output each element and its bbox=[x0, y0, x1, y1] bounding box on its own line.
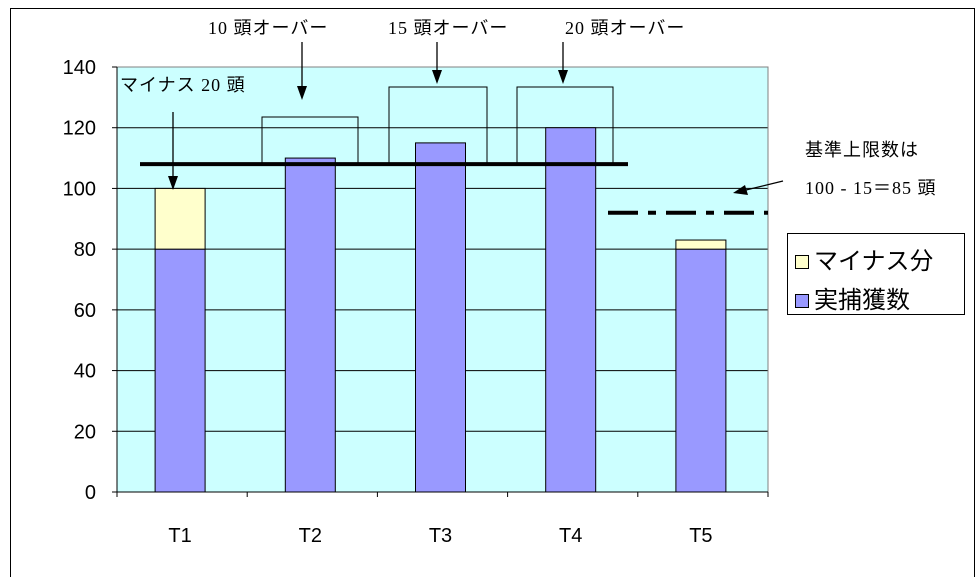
x-tick-label-t2: T2 bbox=[299, 525, 322, 547]
y-tick-label-0: 0 bbox=[85, 482, 96, 504]
bar-actual-catch-t2 bbox=[284, 157, 336, 493]
legend-swatch-minus-portion bbox=[795, 255, 809, 269]
annotation-limit-formula: 100 - 15＝85 頭 bbox=[805, 178, 937, 198]
legend-label-actual-catch: 実捕獲数 bbox=[814, 287, 910, 314]
annotation-shapes bbox=[168, 42, 784, 195]
annotation-over-15: 15 頭オーバー bbox=[388, 18, 509, 38]
chart-frame bbox=[10, 8, 975, 577]
y-tick-label-80: 80 bbox=[74, 239, 96, 261]
arrow-over-20-head bbox=[558, 70, 568, 84]
arrow-limit-shaft bbox=[745, 180, 784, 191]
arrow-over-10-head bbox=[297, 86, 307, 100]
bar-actual-catch-t1 bbox=[154, 248, 206, 493]
y-tick-label-40: 40 bbox=[74, 361, 96, 383]
y-tick-label-100: 100 bbox=[63, 178, 96, 200]
bar-minus-portion-t1 bbox=[154, 187, 206, 250]
arrow-minus-20-head bbox=[168, 176, 178, 190]
x-tick-label-t1: T1 bbox=[168, 525, 191, 547]
bracket-over-20 bbox=[516, 86, 614, 164]
bar-actual-catch-t5 bbox=[675, 248, 727, 493]
bracket-over-10 bbox=[261, 116, 359, 164]
annotation-limit-label: 基準上限数は bbox=[805, 140, 919, 160]
legend-label-minus-portion: マイナス分 bbox=[814, 248, 934, 275]
bar-minus-portion-t5 bbox=[675, 239, 727, 250]
annotation-minus-20: マイナス 20 頭 bbox=[120, 75, 246, 95]
bar-actual-catch-t4 bbox=[545, 127, 597, 493]
plot-group: 0 20 40 60 80 100 120 140 T1 T2 T3 T4 T5 bbox=[63, 57, 769, 547]
arrow-over-15-head bbox=[432, 70, 442, 84]
x-tick-label-t4: T4 bbox=[559, 525, 582, 547]
y-tick-label-60: 60 bbox=[74, 300, 96, 322]
annotation-over-10: 10 頭オーバー bbox=[208, 18, 329, 38]
x-tick-label-t5: T5 bbox=[689, 525, 712, 547]
y-tick-label-20: 20 bbox=[74, 421, 96, 443]
legend-swatch-actual-catch bbox=[795, 294, 809, 308]
annotation-over-20: 20 頭オーバー bbox=[565, 18, 686, 38]
legend: マイナス分 実捕獲数 bbox=[787, 233, 965, 315]
legend-item-actual-catch: 実捕獲数 bbox=[795, 286, 910, 316]
bar-actual-catch-t3 bbox=[415, 142, 466, 493]
bracket-over-15 bbox=[388, 86, 488, 164]
y-tick-label-140: 140 bbox=[63, 57, 96, 79]
y-tick-label-120: 120 bbox=[63, 118, 96, 140]
arrow-limit-head bbox=[733, 185, 748, 195]
legend-item-minus-portion: マイナス分 bbox=[795, 247, 934, 277]
reference-lines bbox=[140, 162, 768, 215]
x-tick-label-t3: T3 bbox=[429, 525, 452, 547]
